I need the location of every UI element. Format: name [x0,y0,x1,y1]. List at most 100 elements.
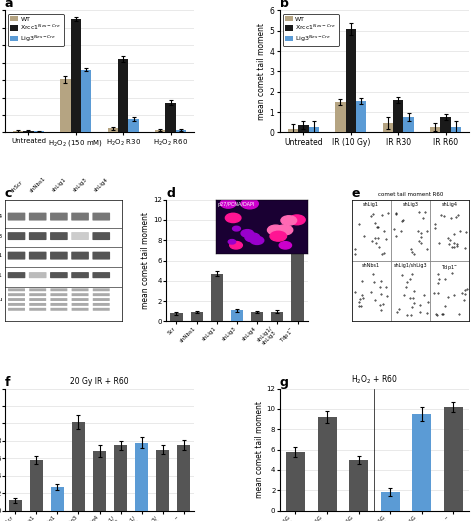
Text: shLig1: shLig1 [51,177,67,193]
FancyBboxPatch shape [50,252,68,259]
FancyBboxPatch shape [29,272,46,278]
FancyBboxPatch shape [93,308,109,311]
Bar [155,130,165,132]
Bar [23,131,34,132]
Text: c: c [5,187,12,200]
FancyBboxPatch shape [29,232,46,240]
Bar [349,460,368,511]
Text: shScr: shScr [9,179,24,193]
FancyBboxPatch shape [29,252,46,259]
Text: 20 Gy IR + R60: 20 Gy IR + R60 [70,377,129,386]
FancyBboxPatch shape [71,232,89,240]
Bar [156,450,169,511]
Text: Tdp1$^{-}$: Tdp1$^{-}$ [441,263,458,272]
Bar [318,417,337,511]
Text: g: g [280,376,289,389]
Bar [81,70,91,132]
Text: shLig3: shLig3 [72,177,88,193]
Bar [381,492,400,511]
Bar [108,128,118,132]
Bar [346,29,356,132]
FancyBboxPatch shape [50,213,68,220]
Bar [118,59,128,132]
FancyBboxPatch shape [29,303,46,306]
FancyBboxPatch shape [50,288,67,291]
FancyBboxPatch shape [29,293,46,296]
Y-axis label: mean comet tail moment: mean comet tail moment [141,212,150,309]
FancyBboxPatch shape [8,272,25,278]
Bar [114,445,127,511]
Text: shLig1/shLig3: shLig1/shLig3 [393,263,427,268]
Text: shNbs1: shNbs1 [362,263,380,268]
Bar [251,313,263,321]
Bar [128,119,139,132]
FancyBboxPatch shape [71,252,89,259]
FancyBboxPatch shape [72,308,89,311]
Bar [430,127,440,132]
FancyBboxPatch shape [50,232,68,240]
Text: a: a [5,0,13,10]
Bar [286,452,305,511]
FancyBboxPatch shape [93,293,109,296]
Bar [60,79,71,132]
Y-axis label: mean comet tail moment: mean comet tail moment [257,23,266,120]
Text: e: e [352,187,360,200]
FancyBboxPatch shape [8,213,25,220]
Text: shLig3: shLig3 [402,202,419,207]
FancyBboxPatch shape [8,232,25,240]
FancyBboxPatch shape [8,288,25,291]
Text: shLig1: shLig1 [363,202,379,207]
Text: Lig1: Lig1 [0,253,2,258]
Text: Nbs1: Nbs1 [0,272,2,278]
FancyBboxPatch shape [72,288,89,291]
Text: d: d [166,187,175,200]
Bar [412,414,431,511]
FancyBboxPatch shape [50,308,67,311]
Bar [383,123,393,132]
Bar [403,117,414,132]
Bar [298,125,309,132]
Bar [309,127,319,132]
Bar [30,460,43,511]
Bar [288,129,298,132]
Bar [71,19,81,132]
FancyBboxPatch shape [29,213,46,220]
FancyBboxPatch shape [29,298,46,301]
Text: f: f [5,376,10,389]
FancyBboxPatch shape [92,232,110,240]
FancyBboxPatch shape [72,293,89,296]
Legend: WT, Xrcc1$^{Nes-Cre}$, Lig3$^{Nes-Cre}$: WT, Xrcc1$^{Nes-Cre}$, Lig3$^{Nes-Cre}$ [8,14,64,46]
Bar [451,127,461,132]
FancyBboxPatch shape [92,213,110,220]
Bar [177,445,190,511]
FancyBboxPatch shape [72,298,89,301]
Bar [13,131,23,132]
Legend: WT, Xrcc1$^{Nes-Cre}$, Lig3$^{Nes-Cre}$: WT, Xrcc1$^{Nes-Cre}$, Lig3$^{Nes-Cre}$ [283,14,338,46]
Bar [393,100,403,132]
FancyBboxPatch shape [29,308,46,311]
FancyBboxPatch shape [71,213,89,220]
Bar [165,103,176,132]
Bar [191,313,203,321]
Text: b: b [280,0,289,10]
Y-axis label: mean comet tail moment: mean comet tail moment [255,401,264,498]
FancyBboxPatch shape [8,252,25,259]
FancyBboxPatch shape [93,303,109,306]
Text: Ponceau: Ponceau [0,297,2,302]
FancyBboxPatch shape [71,272,89,278]
FancyBboxPatch shape [92,272,110,278]
Bar [292,225,303,321]
Bar [335,102,346,132]
Bar [176,130,186,132]
Bar [440,117,451,132]
Bar [51,487,64,511]
Bar [93,451,106,511]
FancyBboxPatch shape [8,303,25,306]
FancyBboxPatch shape [50,298,67,301]
FancyBboxPatch shape [50,303,67,306]
Bar [356,101,366,132]
Text: comet tail moment R60: comet tail moment R60 [378,192,443,197]
Text: shLig4: shLig4 [442,202,457,207]
FancyBboxPatch shape [50,272,68,278]
Bar [271,312,283,321]
